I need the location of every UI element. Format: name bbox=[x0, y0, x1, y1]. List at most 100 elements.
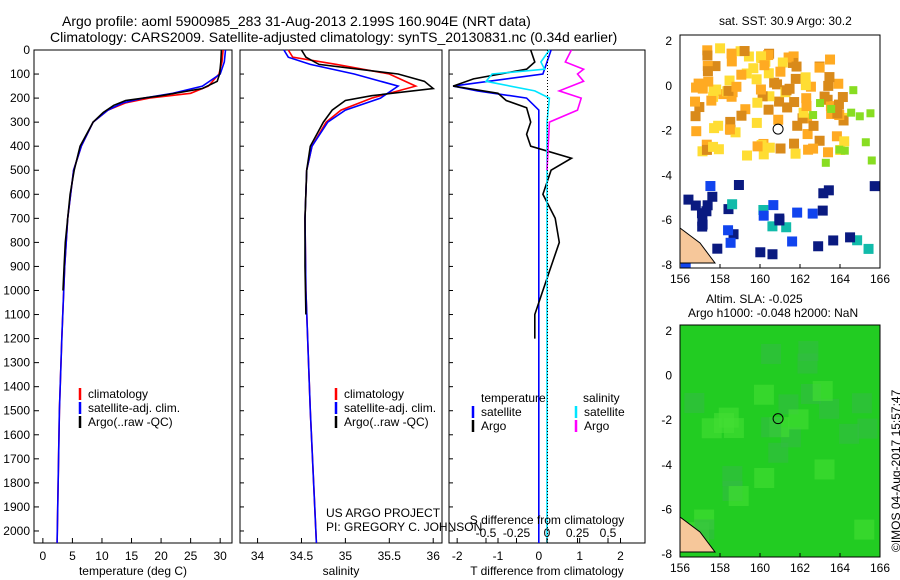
y-tick-label: 1700 bbox=[3, 452, 30, 466]
sst-cell bbox=[723, 85, 734, 96]
sst-cell bbox=[808, 143, 819, 154]
sst-cell bbox=[833, 99, 844, 110]
x-axis-label: temperature (deg C) bbox=[79, 564, 187, 578]
legend-label: satellite bbox=[481, 405, 522, 419]
sst-cell bbox=[764, 142, 775, 153]
sst-cell bbox=[763, 50, 774, 61]
sst-cell bbox=[863, 243, 874, 254]
sst-cell bbox=[814, 62, 825, 73]
pi-annotation: PI: GREGORY C. JOHNSON bbox=[326, 520, 483, 534]
sst-cell bbox=[712, 243, 723, 254]
sst-cell bbox=[710, 61, 721, 72]
y-tick-label: 200 bbox=[10, 91, 30, 105]
map-y-tick-label: 0 bbox=[665, 79, 672, 93]
sst-cell bbox=[867, 156, 876, 165]
sst-cell bbox=[832, 108, 843, 119]
sst-cell bbox=[833, 78, 844, 89]
sst-cell bbox=[773, 114, 784, 125]
sst-cell bbox=[861, 138, 870, 147]
sst-cell bbox=[756, 51, 767, 62]
sst-cell bbox=[711, 84, 722, 95]
legend-label: Argo bbox=[481, 419, 507, 433]
sla-cell bbox=[754, 467, 775, 488]
panel-frame-1 bbox=[239, 49, 443, 544]
legend-label: climatology bbox=[88, 387, 148, 401]
sst-cell bbox=[827, 104, 836, 113]
sst-cell bbox=[739, 46, 750, 57]
sst-cell bbox=[703, 76, 714, 87]
sst-cell bbox=[742, 150, 753, 161]
sst-cell bbox=[702, 50, 713, 61]
sst-cell bbox=[817, 205, 828, 216]
sst-cell bbox=[852, 235, 863, 246]
sla-cell bbox=[839, 423, 860, 444]
sst-cell bbox=[758, 204, 769, 215]
sla-cell bbox=[768, 442, 789, 463]
x-tick-label: 1 bbox=[576, 549, 583, 563]
sst-cell bbox=[814, 135, 825, 146]
map-y-tick-label: 2 bbox=[665, 324, 672, 338]
sla-cell bbox=[851, 393, 872, 414]
x-tick-label: 35 bbox=[339, 549, 353, 563]
sst-cell bbox=[757, 91, 768, 102]
sst-cell bbox=[798, 107, 809, 118]
sla-cell bbox=[854, 519, 875, 540]
sst-cell bbox=[755, 247, 766, 258]
sst-cell bbox=[801, 93, 812, 104]
sst-cell bbox=[782, 102, 793, 113]
sst-cell bbox=[705, 181, 716, 192]
x2-tick-label: 0.25 bbox=[566, 526, 590, 540]
map-frame bbox=[679, 324, 881, 558]
y-tick-label: 600 bbox=[10, 187, 30, 201]
sst-cell bbox=[758, 149, 769, 160]
map-y-tick-label: -2 bbox=[661, 413, 672, 427]
legend-label: satellite-adj. clim. bbox=[344, 401, 436, 415]
sla-cell bbox=[819, 398, 840, 419]
map-y-tick-label: -6 bbox=[661, 502, 672, 516]
x-tick-label: 0 bbox=[535, 549, 542, 563]
sst-cell bbox=[741, 68, 752, 79]
sst-cell bbox=[725, 116, 736, 127]
map-x-tick-label: 164 bbox=[830, 272, 850, 286]
sst-cell bbox=[789, 97, 800, 108]
sst-cell bbox=[783, 52, 794, 63]
sst-cell bbox=[840, 146, 849, 155]
series-line-s-argo bbox=[546, 49, 586, 171]
sst-cell bbox=[790, 73, 801, 84]
sla-map-title-1: Altim. SLA: -0.025 bbox=[706, 292, 803, 306]
sst-cell bbox=[813, 241, 824, 252]
map-x-tick-label: 158 bbox=[710, 561, 730, 575]
sst-cell bbox=[808, 120, 819, 131]
sla-map-title-2: Argo h1000: -0.048 h2000: NaN bbox=[688, 306, 859, 320]
map-x-tick-label: 164 bbox=[830, 561, 850, 575]
sla-cell bbox=[797, 353, 818, 374]
y-tick-label: 1500 bbox=[3, 404, 30, 418]
map-x-tick-label: 162 bbox=[790, 561, 810, 575]
sst-cell bbox=[805, 81, 816, 92]
sst-cell bbox=[781, 222, 792, 233]
sst-cell bbox=[787, 236, 798, 247]
sst-cell bbox=[702, 200, 713, 211]
sst-cell bbox=[690, 111, 701, 122]
sst-cell bbox=[701, 206, 712, 217]
sst-cell bbox=[740, 104, 751, 115]
sst-cell bbox=[775, 66, 786, 77]
y-tick-label: 400 bbox=[10, 139, 30, 153]
sst-cell bbox=[713, 144, 724, 155]
y-tick-label: 1200 bbox=[3, 332, 30, 346]
sst-cell bbox=[767, 221, 778, 232]
sst-cell bbox=[849, 86, 858, 95]
series-line-argo bbox=[62, 49, 223, 291]
sst-cell bbox=[816, 99, 825, 108]
y-tick-label: 900 bbox=[10, 259, 30, 273]
map-x-tick-label: 166 bbox=[870, 561, 890, 575]
sst-cell bbox=[725, 237, 736, 248]
sst-cell bbox=[839, 136, 850, 147]
x-tick-label: -2 bbox=[452, 549, 463, 563]
series-line-s-satellite bbox=[484, 49, 551, 543]
map-y-tick-label: -6 bbox=[661, 213, 672, 227]
sla-cell bbox=[788, 409, 809, 430]
sst-cell bbox=[831, 131, 842, 142]
sst-cell bbox=[825, 54, 836, 65]
